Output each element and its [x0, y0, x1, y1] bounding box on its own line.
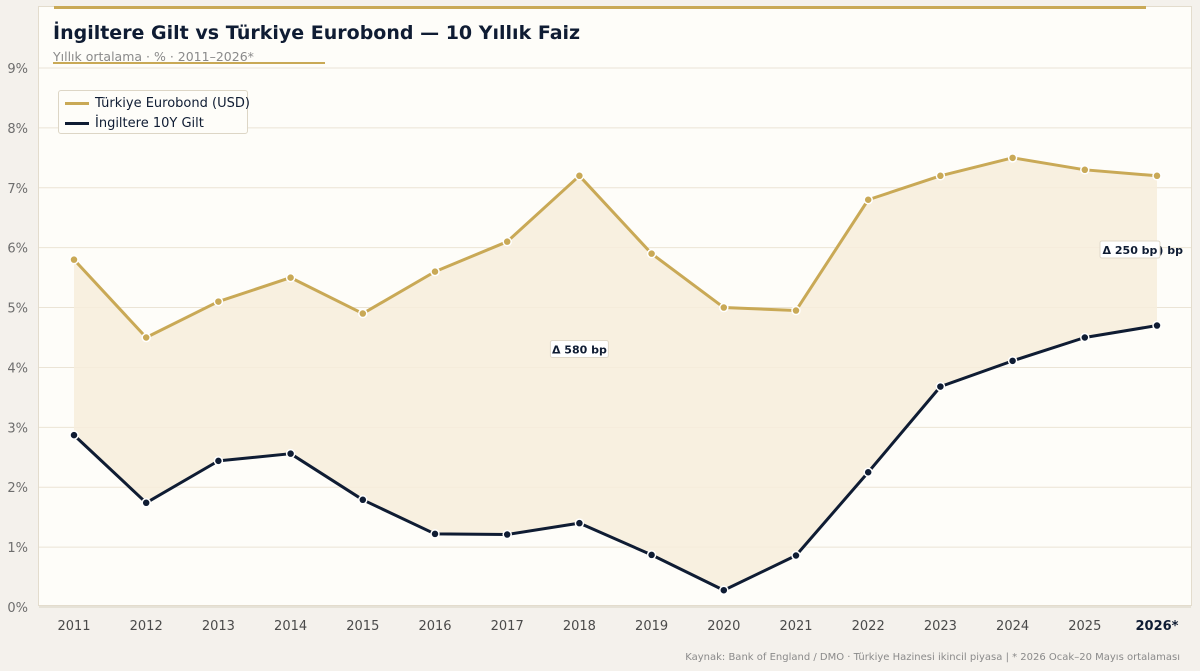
- data-point-gilt: [358, 495, 368, 505]
- data-point-eurobond: [791, 305, 801, 316]
- y-tick-label: 8%: [7, 122, 28, 137]
- series-line-eurobond: [72, 156, 1159, 339]
- legend-swatch-eurobond: [65, 101, 89, 105]
- data-point-gilt: [502, 529, 512, 540]
- data-point-gilt: [69, 430, 79, 440]
- data-point-gilt: [213, 456, 224, 466]
- y-tick-label: 3%: [7, 421, 28, 436]
- data-point-eurobond: [646, 248, 657, 259]
- data-point-gilt: [646, 550, 657, 560]
- spread-area: [74, 157, 1157, 591]
- x-axis-ticks: 2011 2012 2013 2014 2015 2016 2017 2018 2019 2020…: [57, 619, 1178, 634]
- legend-label-gilt: İngiltere 10Y Gilt: [95, 115, 204, 131]
- data-point-eurobond: [69, 254, 79, 265]
- data-point-eurobond: [863, 195, 873, 205]
- data-point-gilt: [1152, 320, 1162, 331]
- data-point-gilt: [935, 381, 946, 392]
- top-accent-rule: [54, 6, 1146, 9]
- data-point-gilt: [719, 585, 729, 595]
- x-tick-label: 2021: [779, 619, 812, 634]
- y-tick-label: 0%: [7, 601, 28, 616]
- data-point-gilt: [430, 529, 440, 539]
- y-tick-label: 5%: [7, 302, 28, 317]
- x-tick-label: 2013: [202, 619, 235, 634]
- data-point-eurobond: [285, 272, 296, 283]
- x-tick-label: 2016: [418, 619, 451, 634]
- series-layer: [69, 153, 1162, 595]
- data-point-eurobond: [502, 236, 512, 247]
- x-tick-label: 2024: [996, 619, 1029, 634]
- annotation-spread-2026: Δ 250 bp: [1103, 244, 1158, 257]
- x-tick-label: 2022: [852, 619, 885, 634]
- chart-title: İngiltere Gilt vs Türkiye Eurobond — 10 …: [53, 22, 581, 44]
- chart-subtitle: Yıllık ortalama · % · 2011–2026*: [53, 49, 254, 64]
- data-point-eurobond: [141, 332, 151, 343]
- data-point-gilt: [1080, 332, 1090, 343]
- data-point-eurobond: [1007, 153, 1018, 163]
- x-tick-label: 2026*: [1136, 619, 1179, 634]
- x-tick-label: 2023: [924, 619, 957, 634]
- data-point-eurobond: [358, 308, 368, 319]
- data-point-gilt: [863, 467, 873, 477]
- data-point-eurobond: [719, 302, 729, 313]
- legend-swatch-gilt: [65, 121, 89, 125]
- data-point-gilt: [1007, 356, 1018, 366]
- x-tick-label: 2011: [57, 619, 90, 634]
- data-point-eurobond: [1152, 171, 1162, 181]
- subtitle-accent-rule: [53, 62, 325, 64]
- x-tick-label: 2014: [274, 619, 307, 634]
- data-point-eurobond: [1080, 165, 1090, 175]
- x-tick-label: 2025: [1068, 619, 1101, 634]
- legend: Türkiye Eurobond (USD) İngiltere 10Y Gil…: [58, 90, 250, 134]
- annotation-spread-2018: Δ 580 bp: [552, 343, 607, 356]
- y-tick-label: 9%: [7, 62, 28, 77]
- annotation-layer: Δ 580 bp ) bpΔ 250 bp: [549, 240, 1183, 358]
- x-tick-label: 2018: [563, 619, 596, 634]
- data-point-eurobond: [935, 171, 946, 181]
- data-point-eurobond: [213, 296, 224, 307]
- legend-item-gilt: İngiltere 10Y Gilt: [65, 113, 204, 133]
- y-tick-label: 4%: [7, 361, 28, 376]
- data-point-gilt: [791, 550, 801, 561]
- x-tick-label: 2019: [635, 619, 668, 634]
- data-point-gilt: [141, 498, 151, 508]
- x-tick-label: 2017: [491, 619, 524, 634]
- source-note: Kaynak: Bank of England / DMO · Türkiye …: [685, 652, 1180, 663]
- legend-label-eurobond: Türkiye Eurobond (USD): [95, 95, 250, 111]
- y-tick-label: 6%: [7, 242, 28, 257]
- series-line-gilt: [72, 324, 1159, 592]
- data-point-eurobond: [430, 266, 440, 277]
- annotation-spread-2026-clipped: ) bp: [1158, 244, 1183, 257]
- data-point-gilt: [574, 518, 585, 528]
- y-tick-label: 2%: [7, 481, 28, 496]
- x-tick-label: 2015: [346, 619, 379, 634]
- annotation-box: [549, 339, 609, 358]
- data-point-eurobond: [574, 171, 585, 181]
- data-point-gilt: [285, 448, 296, 459]
- x-tick-label: 2020: [707, 619, 740, 634]
- x-tick-label: 2012: [130, 619, 163, 634]
- y-tick-label: 1%: [7, 541, 28, 556]
- y-tick-label: 7%: [7, 182, 28, 197]
- y-axis-ticks: 0% 1% 2% 3% 4% 5% 6% 7% 8% 9%: [7, 62, 28, 616]
- legend-item-eurobond: Türkiye Eurobond (USD): [65, 93, 250, 113]
- annotation-box: [1099, 240, 1161, 259]
